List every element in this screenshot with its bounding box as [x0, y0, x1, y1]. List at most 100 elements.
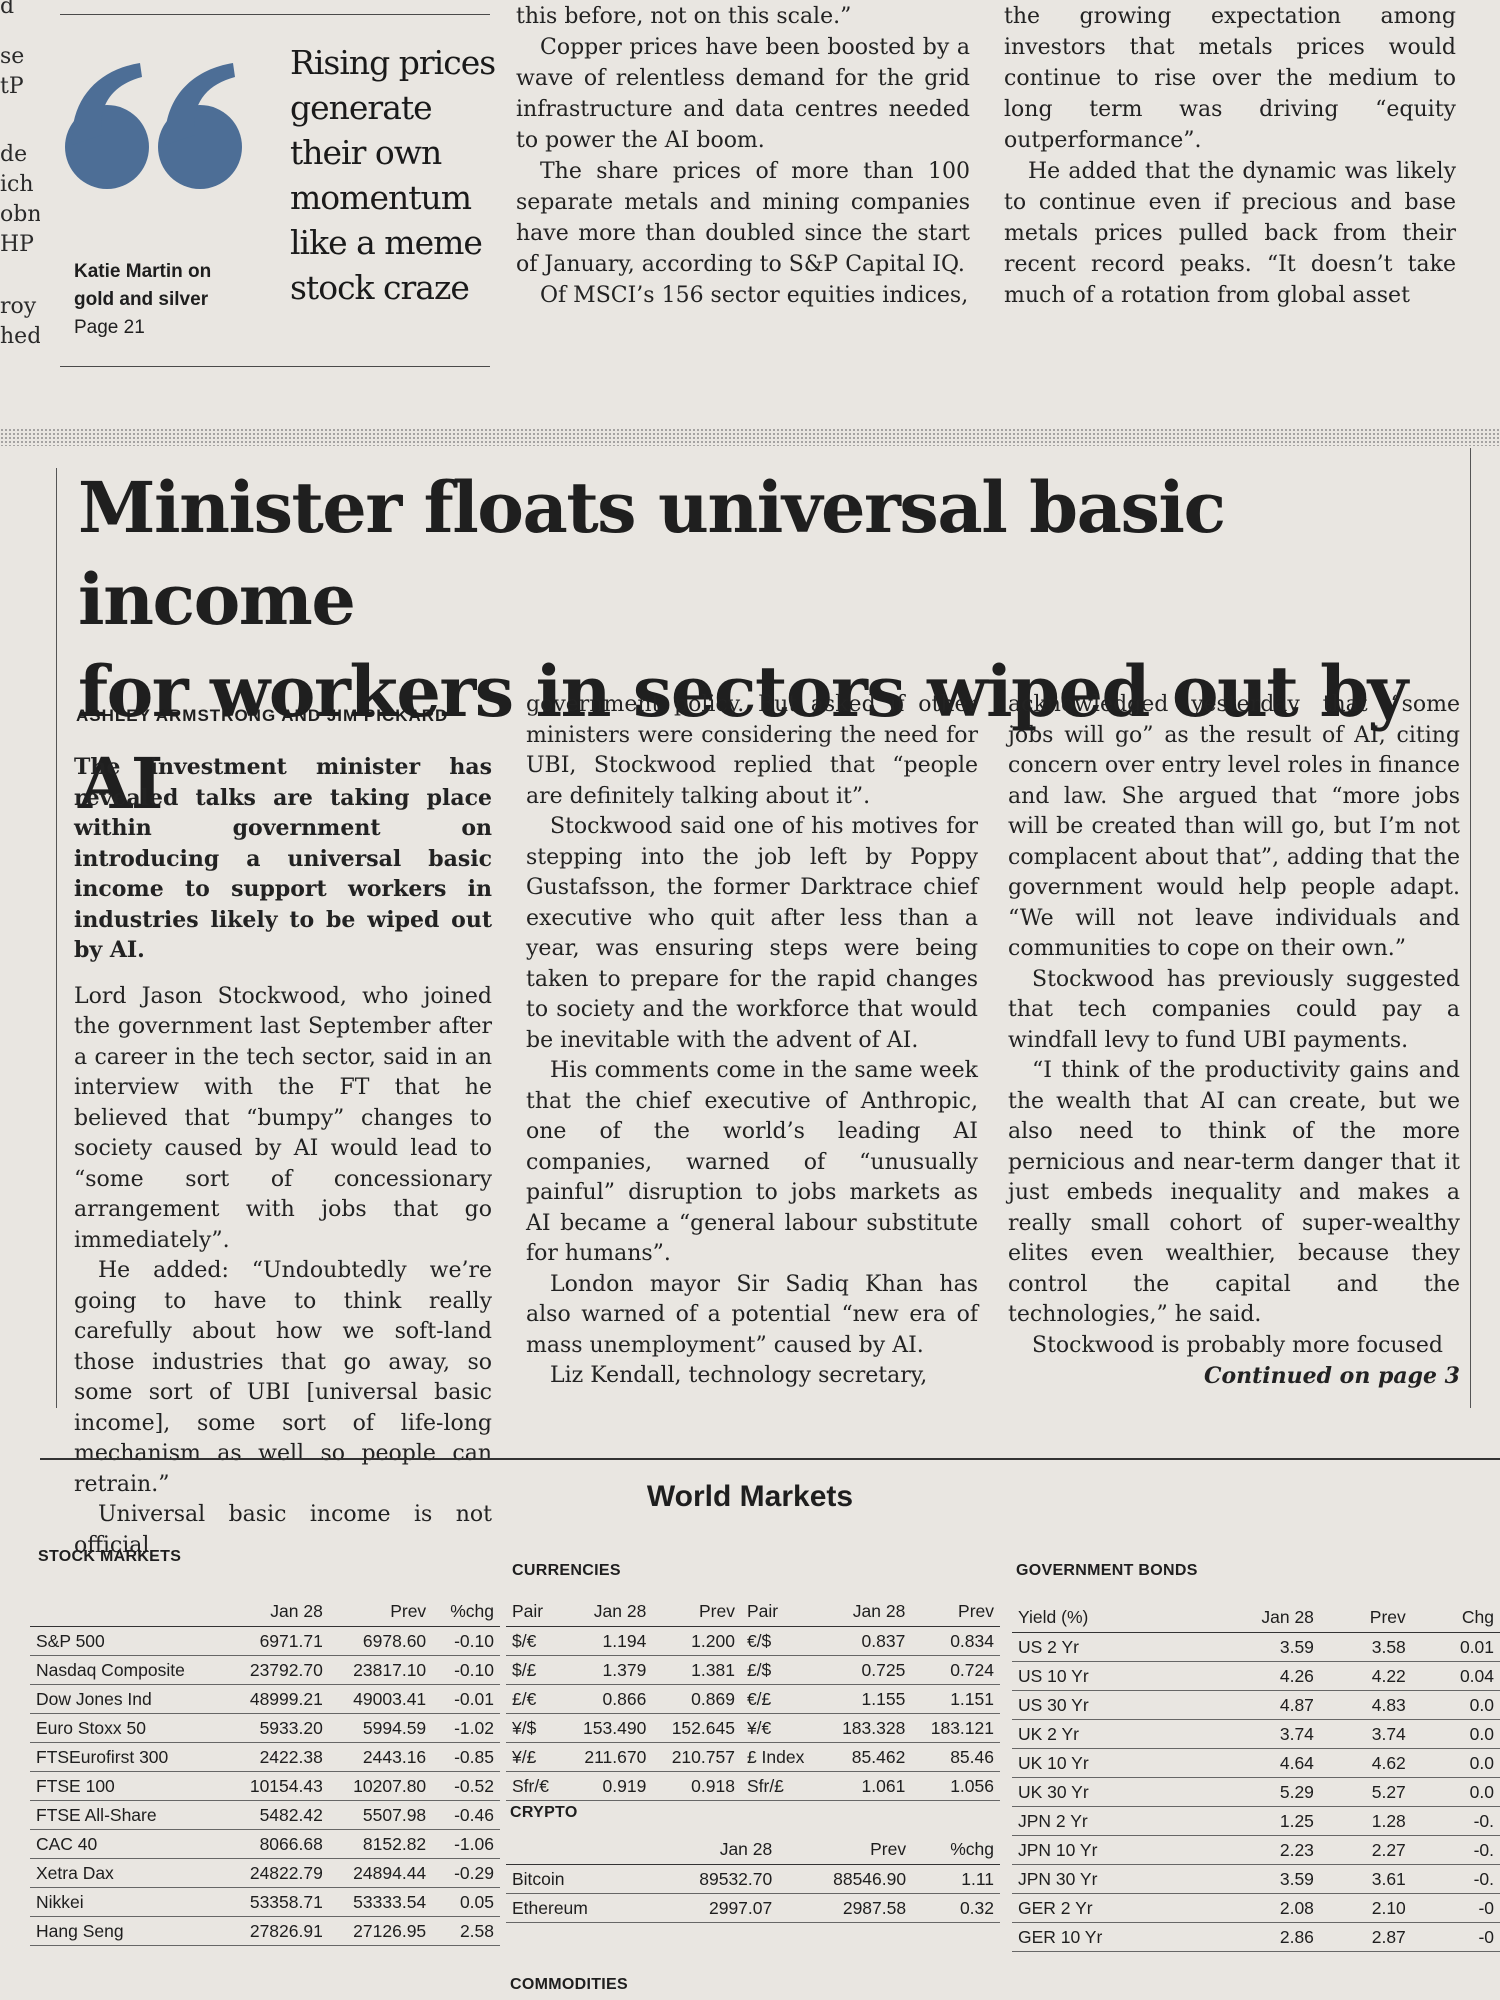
column-header: %chg — [912, 1834, 1000, 1865]
article-headline[interactable]: Minister floats universal basic income f… — [78, 462, 1478, 830]
table-row: Hang Seng 27826.91 27126.95 2.58 — [30, 1916, 500, 1946]
table-cell: 5507.98 — [328, 1800, 433, 1830]
table-cell: 1.151 — [911, 1684, 1000, 1714]
currencies-table: Pair Jan 28 Prev Pair Jan 28 Prev $/€ 1.194 1.2… — [506, 1596, 1000, 1801]
table-cell: 0.0 — [1411, 1719, 1500, 1749]
table-cell: Nasdaq Composite — [30, 1655, 226, 1685]
table-cell: 2.58 — [432, 1916, 500, 1946]
table-cell: JPN 30 Yr — [1012, 1864, 1197, 1894]
table-cell: 5994.59 — [328, 1713, 433, 1743]
table-cell: Sfr/£ — [740, 1771, 823, 1801]
table-header-row: Jan 28 Prev %chg — [30, 1596, 500, 1627]
table-row: Nikkei 53358.71 53333.54 0.05 — [30, 1887, 500, 1917]
table-row: £/€ 0.866 0.869 €/£ 1.155 1.151 — [506, 1684, 1000, 1714]
table-cell: Ethereum — [506, 1893, 645, 1923]
continued-link[interactable]: Continued on page 3 — [1203, 1363, 1460, 1389]
pull-quote-text: Rising prices generate their own momentu… — [290, 40, 500, 310]
table-cell: 49003.41 — [328, 1684, 433, 1714]
table-cell: FTSEurofirst 300 — [30, 1742, 226, 1772]
paragraph: Stockwood has previously suggested that … — [1008, 966, 1460, 1053]
pull-quote-line: their own — [290, 133, 442, 172]
table-row: CAC 40 8066.68 8152.82 -1.06 — [30, 1829, 500, 1859]
table-row: Xetra Dax 24822.79 24894.44 -0.29 — [30, 1858, 500, 1888]
table-cell: 0.725 — [822, 1655, 912, 1685]
paragraph: Stockwood is probably more focused — [1032, 1332, 1444, 1358]
edge-text: tP — [0, 74, 24, 99]
table-cell: -0.52 — [432, 1771, 500, 1801]
table-cell: FTSE All-Share — [30, 1800, 226, 1830]
crypto-title: CRYPTO — [510, 1804, 578, 1821]
crypto-table: Jan 28 Prev %chg Bitcoin 89532.70 88546.90 1.… — [506, 1834, 1000, 1923]
table-cell: 4.26 — [1196, 1661, 1320, 1691]
table-cell: 1.155 — [822, 1684, 912, 1714]
article-frame-right — [1470, 448, 1471, 1408]
table-row: Ethereum 2997.07 2987.58 0.32 — [506, 1893, 1000, 1923]
paragraph: London mayor Sir Sadiq Khan has also war… — [526, 1271, 978, 1358]
table-cell: US 2 Yr — [1012, 1632, 1197, 1662]
table-cell: 27126.95 — [328, 1916, 433, 1946]
article-column-3: acknowledged yesterday that “some jobs w… — [1008, 690, 1460, 1392]
pull-byline-line: Katie Martin on — [74, 261, 212, 282]
table-row: GER 2 Yr 2.08 2.10 -0 — [1012, 1893, 1500, 1923]
table-cell: 27826.91 — [225, 1916, 329, 1946]
table-cell: €/$ — [740, 1626, 823, 1656]
column-header: Prev — [652, 1596, 741, 1627]
table-cell: -0.01 — [432, 1684, 500, 1714]
column-header: Jan 28 — [563, 1596, 653, 1627]
pull-byline-line: gold and silver — [74, 289, 209, 310]
table-cell: JPN 10 Yr — [1012, 1835, 1197, 1865]
table-cell: 0.919 — [563, 1771, 653, 1801]
column-header: %chg — [432, 1596, 500, 1627]
table-cell: 1.379 — [563, 1655, 653, 1685]
table-cell: £/$ — [740, 1655, 823, 1685]
table-cell: 0.0 — [1411, 1777, 1500, 1807]
table-cell: 0.918 — [652, 1771, 741, 1801]
table-cell: UK 30 Yr — [1012, 1777, 1197, 1807]
table-cell: £/€ — [506, 1684, 564, 1714]
table-cell: 0.01 — [1411, 1632, 1500, 1662]
table-cell: 85.462 — [822, 1742, 912, 1772]
edge-text: obn — [0, 202, 40, 227]
pull-quote-bottom-rule — [60, 366, 490, 367]
table-row: JPN 30 Yr 3.59 3.61 -0. — [1012, 1864, 1500, 1894]
table-row: US 10 Yr 4.26 4.22 0.04 — [1012, 1661, 1500, 1691]
table-cell: 2.10 — [1319, 1893, 1412, 1923]
stock-markets-title: STOCK MARKETS — [38, 1548, 182, 1565]
column-header: Prev — [911, 1596, 1000, 1627]
article-standfirst: The investment minister has revealed tal… — [74, 754, 492, 963]
table-cell: Xetra Dax — [30, 1858, 226, 1888]
pull-quote-byline[interactable]: Katie Martin on gold and silver Page 21 — [74, 258, 274, 342]
table-cell: 0.724 — [911, 1655, 1000, 1685]
table-cell: 3.58 — [1319, 1632, 1412, 1662]
table-cell: US 10 Yr — [1012, 1661, 1197, 1691]
table-cell: £ Index — [740, 1742, 823, 1772]
table-cell: CAC 40 — [30, 1829, 226, 1859]
table-cell: -0 — [1411, 1893, 1500, 1923]
column-header: Jan 28 — [644, 1834, 779, 1865]
bonds-title: GOVERNMENT BONDS — [1016, 1562, 1198, 1579]
table-cell: -0. — [1411, 1806, 1500, 1836]
column-header: Pair — [740, 1596, 823, 1627]
table-row: FTSEurofirst 300 2422.38 2443.16 -0.85 — [30, 1742, 500, 1772]
section-divider — [0, 428, 1500, 446]
table-header-row: Yield (%) Jan 28 Prev Chg — [1012, 1602, 1500, 1633]
table-cell: 1.200 — [652, 1626, 741, 1656]
table-cell: $/£ — [506, 1655, 564, 1685]
table-cell: Hang Seng — [30, 1916, 226, 1946]
table-cell: -0. — [1411, 1864, 1500, 1894]
column-header: Prev — [328, 1596, 433, 1627]
column-header: Jan 28 — [225, 1596, 329, 1627]
paragraph: He added: “Undoubtedly we’re going to ha… — [74, 1258, 492, 1497]
table-cell: -0.10 — [432, 1626, 500, 1656]
table-cell: 153.490 — [563, 1713, 653, 1743]
table-header-row: Pair Jan 28 Prev Pair Jan 28 Prev — [506, 1596, 1000, 1627]
table-cell: 5.29 — [1196, 1777, 1320, 1807]
table-row: US 30 Yr 4.87 4.83 0.0 — [1012, 1690, 1500, 1720]
table-cell: 210.757 — [652, 1742, 741, 1772]
table-row: UK 10 Yr 4.64 4.62 0.0 — [1012, 1748, 1500, 1778]
table-cell: -0.85 — [432, 1742, 500, 1772]
commodities-title: COMMODITIES — [510, 1976, 628, 1993]
column-header: Prev — [1319, 1602, 1412, 1633]
table-cell: 3.59 — [1196, 1864, 1320, 1894]
table-cell: 2422.38 — [225, 1742, 329, 1772]
